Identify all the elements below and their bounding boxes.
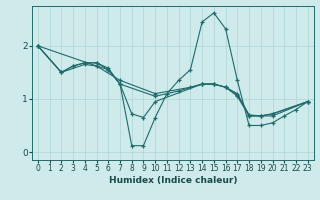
X-axis label: Humidex (Indice chaleur): Humidex (Indice chaleur) [108,176,237,185]
